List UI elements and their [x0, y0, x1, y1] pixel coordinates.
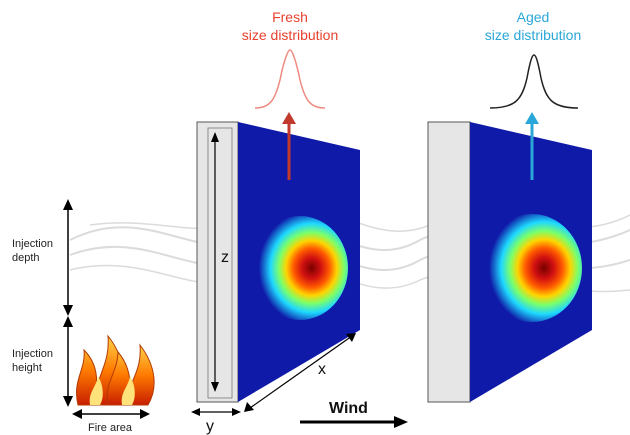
right-plume-heatmap — [482, 214, 582, 322]
fresh-distribution-curve — [254, 49, 326, 109]
z-axis-label: z — [221, 249, 229, 266]
injection-height-line1: Injection — [12, 348, 53, 360]
x-axis-arrow — [244, 333, 356, 412]
x-axis-label: x — [318, 361, 326, 378]
z-axis-arrow — [211, 132, 219, 392]
aged-label-line2: size distribution — [485, 27, 582, 43]
fire-icon — [76, 334, 155, 406]
fire-area-arrow — [72, 409, 150, 419]
injection-axis — [63, 199, 73, 407]
wind-arrow — [300, 416, 408, 428]
fresh-cross-section — [196, 121, 360, 403]
injection-depth-line2: depth — [12, 252, 40, 264]
aged-distribution-curve — [489, 54, 579, 109]
fire-area-label: Fire area — [88, 422, 133, 434]
aged-cross-section — [427, 121, 592, 403]
aged-label-line1: Aged — [517, 9, 550, 25]
fresh-label-line2: size distribution — [242, 27, 339, 43]
left-plume-heatmap — [252, 216, 348, 320]
wind-label: Wind — [329, 400, 368, 417]
aged-arrow-head — [525, 112, 539, 124]
left-slab-inner — [207, 127, 233, 399]
y-axis-label: y — [206, 418, 214, 435]
y-axis-arrow — [191, 408, 241, 416]
right-slab — [427, 121, 471, 403]
fresh-label-line1: Fresh — [272, 9, 308, 25]
injection-depth-line1: Injection — [12, 238, 53, 250]
fresh-arrow-head — [282, 112, 296, 124]
injection-height-line2: height — [12, 362, 42, 374]
